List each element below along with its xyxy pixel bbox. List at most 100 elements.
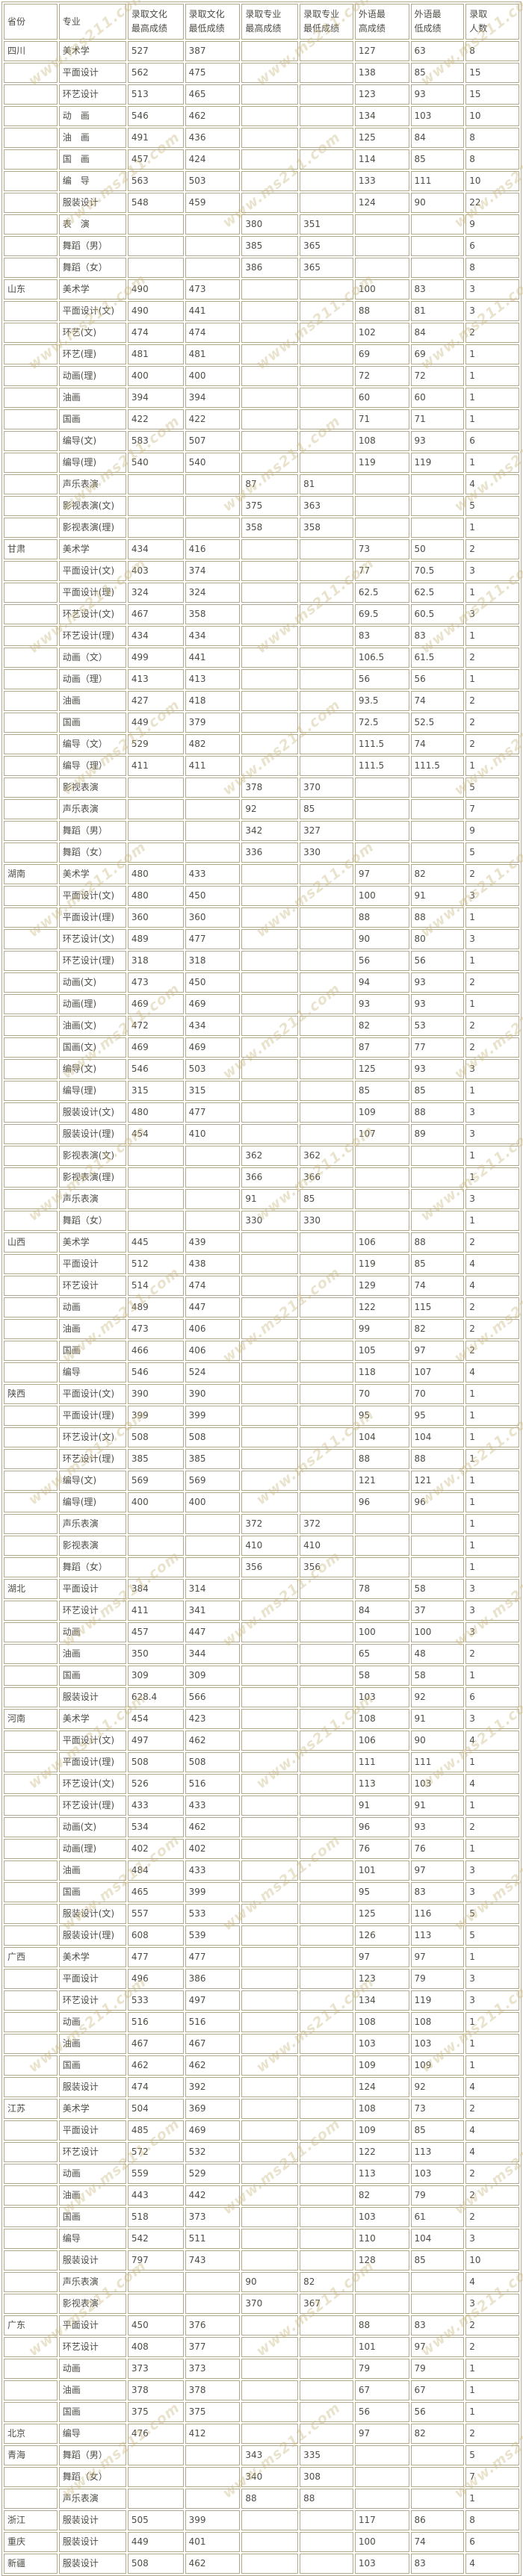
foreign-max-cell: 103 [354,2554,409,2574]
major-score-min-cell [300,431,353,451]
count-cell: 3 [465,929,519,949]
province-cell [4,2207,58,2227]
foreign-max-cell: 85 [354,1081,409,1101]
column-header-line1: 专业 [62,16,81,27]
culture-max-cell: 360 [127,907,184,928]
major-score-min-cell: 330 [300,842,353,863]
major-score-max-cell [241,2402,299,2422]
count-cell: 1 [465,1427,519,1447]
major-score-max-cell [241,1081,299,1101]
table-row: 北京 编导 476 412 97 82 2 [4,2424,519,2444]
major-cell: 国画 [58,409,126,429]
major-score-min-cell [300,2077,353,2097]
culture-max-cell: 449 [127,713,184,733]
table-row: 国画 462 462 109 109 1 [4,2055,519,2076]
major-score-max-cell [241,2120,299,2141]
province-cell [4,63,58,83]
major-cell: 环艺设计 [58,1276,126,1296]
count-cell: 2 [465,713,519,733]
culture-min-cell: 438 [185,1254,241,1274]
culture-min-cell: 524 [185,1362,241,1382]
culture-min-cell: 387 [185,41,241,61]
province-cell [4,1449,58,1469]
table-row: 油画 394 394 60 60 1 [4,388,519,408]
major-score-min-cell [300,734,353,754]
major-cell: 平面设计(文) [58,1384,126,1404]
foreign-min-cell: 107 [410,1362,465,1382]
count-cell: 5 [465,2445,519,2465]
culture-min-cell: 390 [185,1384,241,1404]
major-score-min-cell [300,1990,353,2011]
foreign-max-cell [354,2294,409,2314]
foreign-max-cell: 125 [354,1904,409,1924]
major-cell: 编 导 [58,171,126,191]
major-cell: 油画 [58,388,126,408]
count-cell: 1 [465,1492,519,1512]
culture-max-cell [127,2489,184,2509]
province-cell [4,1796,58,1816]
table-row: 油画 427 418 93.5 74 2 [4,691,519,711]
table-row: 油画 378 378 67 67 1 [4,2380,519,2400]
major-score-min-cell [300,907,353,928]
column-header-6: 外语最 高成绩 [354,4,409,40]
table-row: 影视表演(理) 366 366 1 [4,1167,519,1188]
table-row: 表 演 380 351 9 [4,214,519,235]
culture-min-cell [185,2445,241,2465]
foreign-max-cell: 56 [354,2402,409,2422]
major-score-min-cell: 88 [300,2489,353,2509]
culture-max-cell: 546 [127,1059,184,1079]
count-cell: 1 [465,409,519,429]
foreign-max-cell: 87 [354,1037,409,1058]
major-score-min-cell [300,1319,353,1339]
culture-min-cell: 442 [185,2185,241,2206]
culture-min-cell: 529 [185,2164,241,2184]
major-score-max-cell [241,1774,299,1794]
culture-min-cell: 412 [185,2424,241,2444]
major-cell: 声乐表演 [58,799,126,819]
major-cell: 美术学 [58,1232,126,1253]
province-cell [4,1211,58,1231]
foreign-max-cell: 124 [354,2077,409,2097]
count-cell: 5 [465,1925,519,1946]
major-cell: 动画 [58,1622,126,1642]
foreign-max-cell: 125 [354,1059,409,1079]
province-cell [4,258,58,278]
major-cell: 动画(理) [58,994,126,1014]
foreign-max-cell: 90 [354,929,409,949]
foreign-min-cell: 74 [410,2532,465,2552]
foreign-min-cell: 83 [410,2315,465,2336]
foreign-max-cell: 82 [354,2185,409,2206]
culture-max-cell [127,1189,184,1209]
culture-max-cell: 450 [127,2315,184,2336]
table-row: 国画(文) 469 469 87 77 2 [4,1037,519,1058]
major-score-max-cell [241,1384,299,1404]
province-cell [4,1752,58,1772]
major-cell: 动画(文) [58,1817,126,1837]
culture-max-cell [127,214,184,235]
foreign-min-cell: 90 [410,1731,465,1751]
count-cell: 4 [465,2554,519,2574]
province-cell [4,2077,58,2097]
major-score-min-cell: 370 [300,778,353,798]
major-score-min-cell [300,1601,353,1621]
culture-min-cell [185,1167,241,1188]
major-score-max-cell [241,2315,299,2336]
table-row: 油画 443 442 82 79 2 [4,2185,519,2206]
foreign-min-cell: 95 [410,1406,465,1426]
major-score-max-cell [241,583,299,603]
culture-min-cell: 385 [185,1449,241,1469]
table-row: 平面设计(理) 399 399 95 95 1 [4,1406,519,1426]
province-cell [4,2229,58,2249]
foreign-max-cell: 128 [354,2250,409,2271]
foreign-min-cell [410,236,465,256]
culture-min-cell: 508 [185,1427,241,1447]
count-cell: 1 [465,907,519,928]
culture-min-cell: 507 [185,431,241,451]
foreign-min-cell: 82 [410,1319,465,1339]
major-score-max-cell: 87 [241,474,299,494]
province-cell [4,1817,58,1837]
major-cell: 环艺设计 [58,1601,126,1621]
major-cell: 舞蹈（女） [58,258,126,278]
foreign-max-cell: 93 [354,994,409,1014]
count-cell: 1 [465,756,519,776]
